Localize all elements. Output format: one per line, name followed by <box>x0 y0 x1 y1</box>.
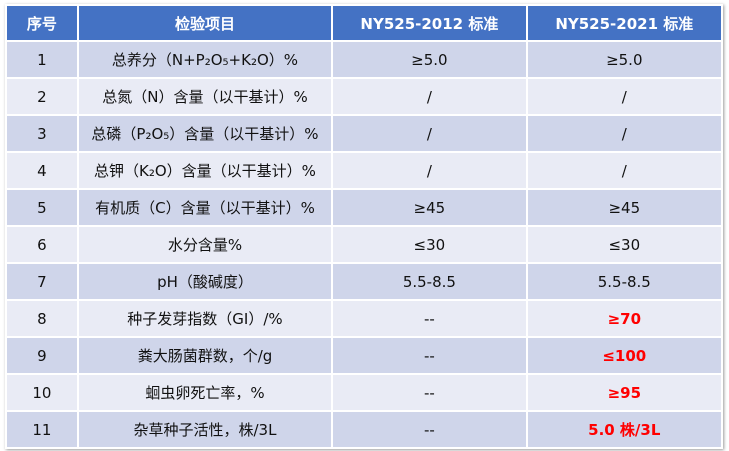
table-cell: 1 <box>5 40 79 79</box>
table-cell: ≥95 <box>525 373 724 412</box>
table-cell: 11 <box>5 410 79 449</box>
table-cell: 杂草种子活性，株/3L <box>76 410 334 449</box>
table-cell: 总磷（P₂O₅）含量（以干基计）% <box>76 114 334 153</box>
table-cell: ≥45 <box>525 188 724 227</box>
table-row: 1 总养分（N+P₂O₅+K₂O）% ≥5.0 ≥5.0 <box>5 40 724 79</box>
table-row: 6 水分含量% ≤30 ≤30 <box>5 225 724 264</box>
header-row: 序号 检验项目 NY525-2012 标准 NY525-2021 标准 <box>5 4 724 42</box>
table-cell: 有机质（C）含量（以干基计）% <box>76 188 334 227</box>
table-cell: -- <box>331 373 528 412</box>
header-cell: 检验项目 <box>76 4 334 42</box>
table-cell: -- <box>331 299 528 338</box>
table-cell: 2 <box>5 77 79 116</box>
table-row: 11 杂草种子活性，株/3L -- 5.0 株/3L <box>5 410 724 449</box>
table-cell: 种子发芽指数（GI）/% <box>76 299 334 338</box>
table-row: 10 蛔虫卵死亡率，% -- ≥95 <box>5 373 724 412</box>
table-cell: 5 <box>5 188 79 227</box>
table-row: 2 总氮（N）含量（以干基计）% / / <box>5 77 724 116</box>
table-cell: 6 <box>5 225 79 264</box>
table-cell: ≤100 <box>525 336 724 375</box>
table-cell: 10 <box>5 373 79 412</box>
table-cell: ≥70 <box>525 299 724 338</box>
table-row: 3 总磷（P₂O₅）含量（以干基计）% / / <box>5 114 724 153</box>
table-row: 8 种子发芽指数（GI）/% -- ≥70 <box>5 299 724 338</box>
table-cell: 5.5-8.5 <box>331 262 528 301</box>
table-cell: / <box>525 114 724 153</box>
header-cell: 序号 <box>5 4 79 42</box>
table-cell: -- <box>331 336 528 375</box>
table-cell: / <box>331 77 528 116</box>
table-row: 5 有机质（C）含量（以干基计）% ≥45 ≥45 <box>5 188 724 227</box>
table-cell: -- <box>331 410 528 449</box>
standards-table: 序号 检验项目 NY525-2012 标准 NY525-2021 标准 1 总养分（N+… <box>5 4 724 449</box>
table-body: 1 总养分（N+P₂O₅+K₂O）% ≥5.0 ≥5.0 2 总氮（N）含量（以干基计）%… <box>5 40 724 449</box>
table-cell: 5.5-8.5 <box>525 262 724 301</box>
table-row: 7 pH（酸碱度） 5.5-8.5 5.5-8.5 <box>5 262 724 301</box>
table-cell: 5.0 株/3L <box>525 410 724 449</box>
table-cell: ≤30 <box>331 225 528 264</box>
table-cell: / <box>331 151 528 190</box>
table-cell: ≤30 <box>525 225 724 264</box>
header-cell: NY525-2012 标准 <box>331 4 528 42</box>
table-cell: 4 <box>5 151 79 190</box>
table-cell: ≥45 <box>331 188 528 227</box>
table-cell: 9 <box>5 336 79 375</box>
table-row: 9 粪大肠菌群数，个/g -- ≤100 <box>5 336 724 375</box>
table-cell: 总氮（N）含量（以干基计）% <box>76 77 334 116</box>
table-cell: / <box>525 77 724 116</box>
table-cell: 3 <box>5 114 79 153</box>
header-cell: NY525-2021 标准 <box>525 4 724 42</box>
table-cell: ≥5.0 <box>525 40 724 79</box>
table-cell: 7 <box>5 262 79 301</box>
table-cell: 8 <box>5 299 79 338</box>
table-cell: ≥5.0 <box>331 40 528 79</box>
table-cell: 总钾（K₂O）含量（以干基计）% <box>76 151 334 190</box>
table-cell: / <box>525 151 724 190</box>
table-cell: / <box>331 114 528 153</box>
table-row: 4 总钾（K₂O）含量（以干基计）% / / <box>5 151 724 190</box>
table-cell: 水分含量% <box>76 225 334 264</box>
table-cell: 粪大肠菌群数，个/g <box>76 336 334 375</box>
table-cell: 蛔虫卵死亡率，% <box>76 373 334 412</box>
table-cell: pH（酸碱度） <box>76 262 334 301</box>
table-cell: 总养分（N+P₂O₅+K₂O）% <box>76 40 334 79</box>
